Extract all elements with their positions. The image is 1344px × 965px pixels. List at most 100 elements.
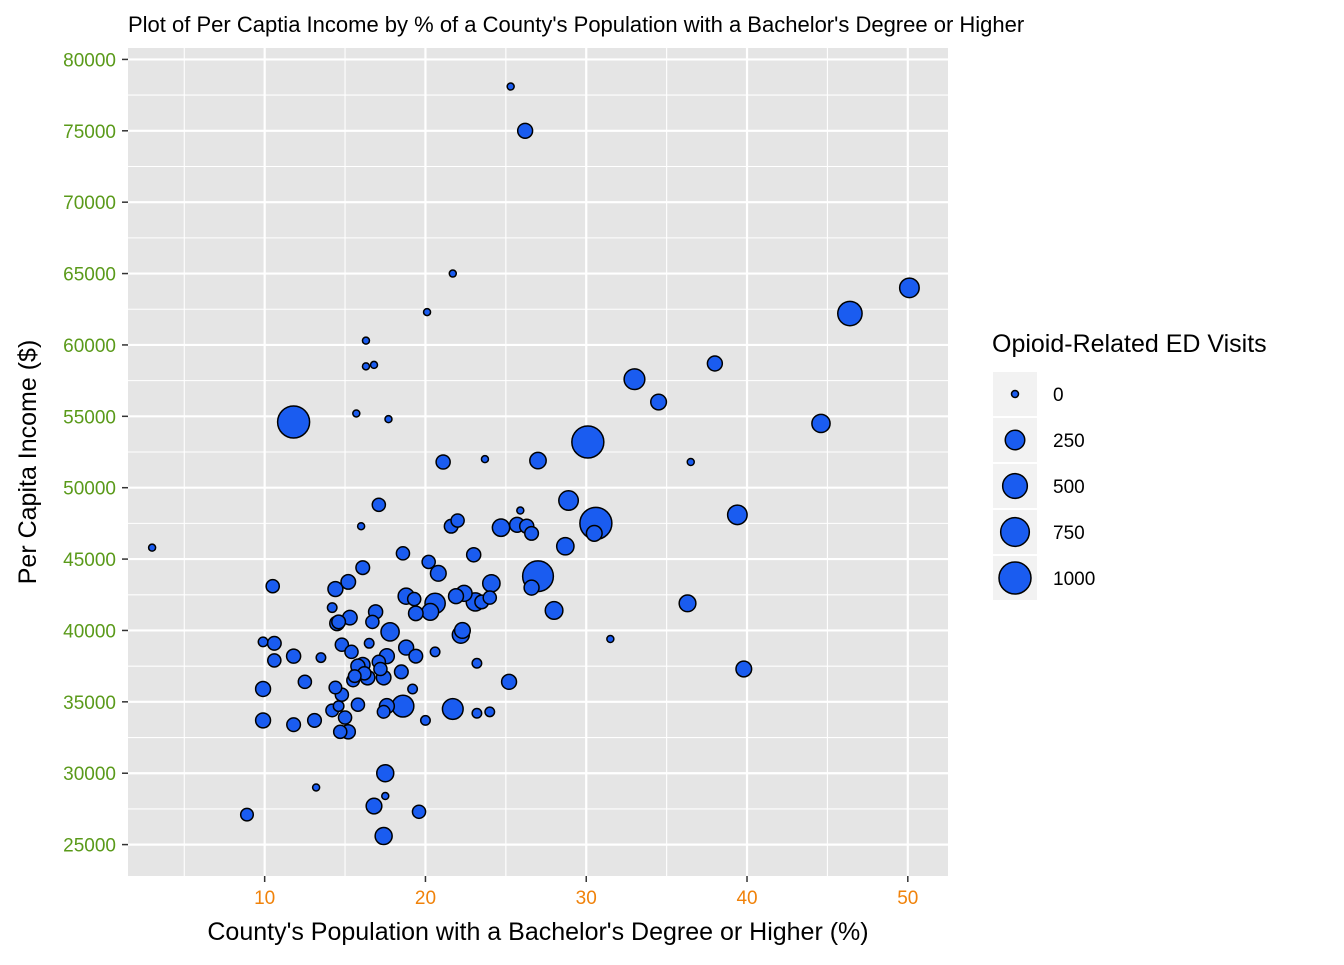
- data-point: [735, 660, 753, 678]
- legend-key-symbol: [999, 516, 1031, 548]
- legend-key-symbol: [998, 561, 1032, 595]
- x-axis: 10 20 30 40 50: [254, 876, 918, 909]
- data-point: [265, 578, 281, 594]
- data-points: [147, 82, 920, 846]
- data-point: [267, 653, 282, 668]
- legend-key-symbol: [1001, 472, 1029, 500]
- legend: Opioid-Related ED Visits 0 250 500 750 1000: [992, 330, 1267, 600]
- data-point: [678, 594, 697, 613]
- legend-title: Opioid-Related ED Visits: [992, 330, 1267, 358]
- data-point: [441, 697, 464, 721]
- data-point: [363, 637, 375, 649]
- data-point: [286, 717, 302, 733]
- data-point: [623, 368, 646, 391]
- data-point: [898, 277, 920, 299]
- grid-lines: [128, 48, 948, 876]
- data-point: [650, 393, 668, 411]
- data-point: [465, 547, 482, 563]
- data-point: [447, 587, 465, 605]
- data-point: [315, 652, 327, 664]
- data-point: [332, 700, 345, 713]
- legend-entry-label: 1000: [1053, 569, 1095, 590]
- y-tick-label: 40000: [63, 621, 116, 642]
- data-point: [606, 634, 615, 644]
- data-point: [837, 300, 863, 327]
- data-point: [435, 454, 451, 470]
- data-point: [726, 504, 748, 526]
- data-point: [523, 579, 540, 596]
- data-point: [365, 614, 380, 630]
- data-point: [350, 697, 366, 713]
- data-point: [506, 82, 515, 91]
- data-point: [524, 525, 540, 541]
- data-point: [471, 657, 483, 669]
- legend-entry-label: 750: [1053, 523, 1085, 544]
- data-point: [706, 355, 724, 372]
- data-point: [285, 648, 302, 664]
- data-point: [448, 269, 458, 278]
- data-point: [516, 122, 534, 140]
- chart-title: Plot of Per Captia Income by % of a Coun…: [128, 12, 1024, 37]
- data-point: [347, 669, 362, 684]
- data-point: [544, 600, 564, 621]
- y-axis-label: Per Capita Income ($): [14, 340, 42, 585]
- y-tick-label: 55000: [63, 407, 116, 428]
- data-point: [361, 336, 371, 345]
- x-tick-label: 30: [576, 888, 597, 909]
- data-point: [337, 710, 353, 725]
- data-point: [334, 637, 350, 653]
- legend-key-symbol: [1010, 389, 1020, 399]
- data-point: [429, 564, 447, 582]
- data-point: [355, 560, 371, 576]
- data-point: [147, 543, 157, 552]
- data-point: [356, 521, 366, 531]
- data-point: [407, 683, 419, 695]
- x-tick-label: 10: [254, 888, 275, 909]
- data-point: [266, 635, 282, 651]
- data-point: [391, 694, 415, 718]
- data-point: [376, 763, 395, 783]
- data-point: [516, 506, 525, 515]
- data-point: [361, 362, 371, 371]
- y-tick-label: 60000: [63, 336, 116, 357]
- data-point: [585, 524, 603, 542]
- data-point: [344, 644, 359, 660]
- data-point: [480, 454, 490, 464]
- y-tick-label: 65000: [63, 265, 116, 286]
- x-tick-label: 50: [897, 888, 918, 909]
- data-point: [384, 414, 393, 424]
- data-point: [558, 490, 580, 512]
- data-point: [326, 602, 338, 614]
- data-point: [352, 409, 361, 418]
- legend-entry-label: 500: [1053, 477, 1085, 498]
- data-point: [332, 724, 348, 740]
- data-point: [529, 451, 547, 470]
- data-point: [482, 590, 498, 605]
- y-tick-label: 80000: [63, 50, 116, 71]
- data-point: [422, 307, 432, 317]
- y-tick-label: 45000: [63, 550, 116, 571]
- data-point: [373, 661, 388, 677]
- data-point: [369, 360, 379, 370]
- data-point: [421, 602, 440, 621]
- legend-key-symbol: [1004, 429, 1026, 451]
- data-point: [374, 826, 393, 846]
- data-point: [419, 714, 431, 726]
- data-point: [395, 546, 411, 561]
- data-point: [327, 580, 344, 598]
- y-tick-label: 50000: [63, 479, 116, 500]
- data-point: [686, 457, 695, 467]
- data-point: [491, 518, 511, 538]
- data-point: [376, 704, 391, 719]
- data-point: [340, 573, 357, 590]
- data-point: [257, 636, 269, 648]
- data-point: [421, 554, 436, 570]
- data-point: [555, 536, 575, 556]
- data-point: [500, 673, 518, 691]
- data-point: [408, 648, 424, 664]
- y-tick-label: 75000: [63, 122, 116, 143]
- data-point: [407, 605, 424, 622]
- data-point: [393, 664, 409, 680]
- data-point: [254, 680, 272, 698]
- data-point: [429, 646, 441, 658]
